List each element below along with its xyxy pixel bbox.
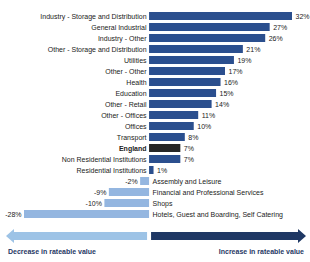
svg-text:Non Residential Institutions: Non Residential Institutions: [62, 156, 147, 163]
svg-text:17%: 17%: [229, 68, 243, 75]
svg-text:8%: 8%: [188, 134, 198, 141]
svg-text:1%: 1%: [157, 167, 167, 174]
svg-text:7%: 7%: [184, 156, 194, 163]
svg-text:Residential Institutions: Residential Institutions: [77, 167, 148, 174]
svg-text:-28%: -28%: [5, 211, 21, 218]
svg-text:Other - Other: Other - Other: [105, 68, 147, 75]
svg-text:26%: 26%: [269, 35, 283, 42]
svg-text:32%: 32%: [296, 13, 310, 20]
svg-text:Industry - Storage and Distrib: Industry - Storage and Distribution: [40, 13, 146, 21]
svg-text:Decrease in rateable value: Decrease in rateable value: [8, 248, 96, 255]
svg-text:Other - Retail: Other - Retail: [105, 101, 147, 108]
svg-text:Shops: Shops: [153, 200, 173, 208]
svg-text:15%: 15%: [220, 90, 234, 97]
svg-text:Increase in rateable value: Increase in rateable value: [219, 248, 304, 255]
svg-text:10%: 10%: [197, 123, 211, 130]
svg-text:16%: 16%: [224, 79, 238, 86]
svg-text:14%: 14%: [215, 101, 229, 108]
svg-text:Utilities: Utilities: [124, 57, 147, 64]
svg-text:Health: Health: [126, 79, 146, 86]
svg-text:England: England: [119, 145, 147, 153]
svg-text:-10%: -10%: [86, 200, 102, 207]
svg-text:Assembly and Leisure: Assembly and Leisure: [153, 178, 222, 186]
svg-text:Transport: Transport: [117, 134, 147, 142]
svg-text:Other - Offices: Other - Offices: [101, 112, 147, 119]
svg-text:21%: 21%: [246, 46, 260, 53]
svg-text:General Industrial: General Industrial: [91, 24, 147, 31]
svg-text:11%: 11%: [202, 112, 216, 119]
svg-text:Financial and Professional Ser: Financial and Professional Services: [153, 189, 264, 196]
svg-text:Industry - Other: Industry - Other: [98, 35, 147, 43]
svg-text:19%: 19%: [237, 57, 251, 64]
svg-text:-2%: -2%: [125, 178, 137, 185]
svg-text:Hotels, Guest and Boarding, Se: Hotels, Guest and Boarding, Self Caterin…: [153, 211, 283, 219]
svg-text:Other - Storage and Distributi: Other - Storage and Distribution: [48, 46, 147, 54]
svg-text:Education: Education: [115, 90, 146, 97]
svg-text:-9%: -9%: [94, 189, 106, 196]
svg-text:7%: 7%: [184, 145, 194, 152]
svg-text:27%: 27%: [273, 24, 287, 31]
svg-text:Offices: Offices: [125, 123, 147, 130]
